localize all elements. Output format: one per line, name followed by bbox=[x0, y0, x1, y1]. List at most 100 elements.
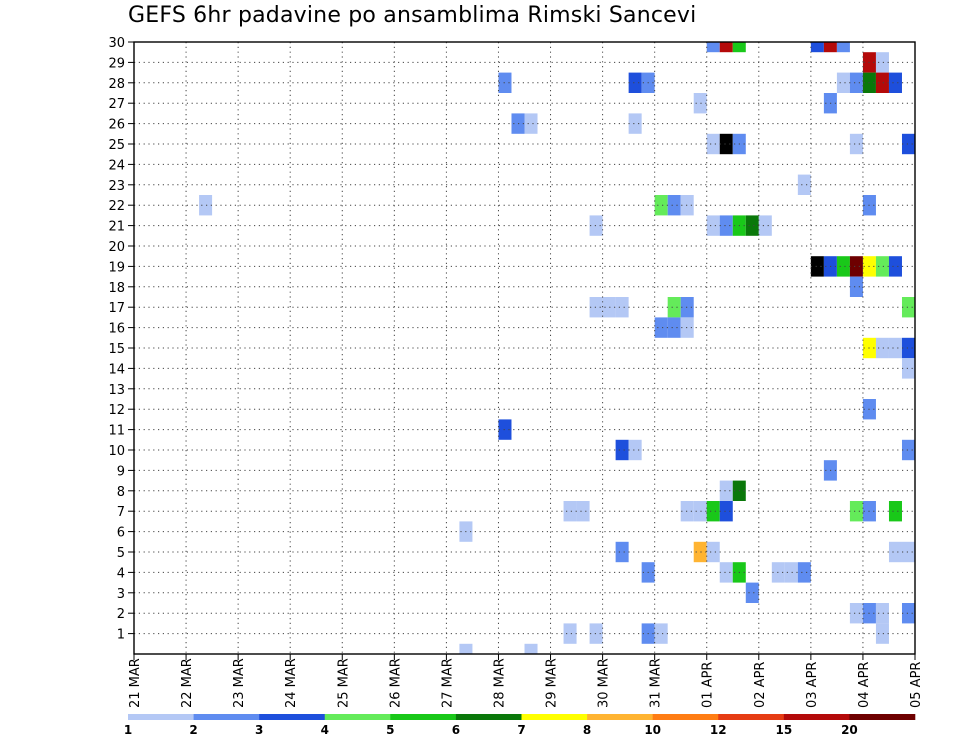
heatmap-cell bbox=[745, 582, 759, 603]
heatmap-cell bbox=[784, 562, 798, 583]
heatmap-cell bbox=[706, 541, 720, 563]
heatmap-cell bbox=[849, 276, 863, 297]
heatmap-cell bbox=[823, 42, 837, 53]
colorbar-label: 10 bbox=[644, 723, 661, 737]
y-tick-label: 14 bbox=[108, 362, 125, 377]
colorbar-segment bbox=[783, 714, 850, 720]
heatmap-cell bbox=[498, 419, 512, 440]
heatmap-cell bbox=[888, 501, 902, 522]
heatmap-cell bbox=[810, 256, 824, 277]
y-tick-label: 7 bbox=[117, 505, 125, 520]
heatmap-cell bbox=[875, 337, 889, 359]
colorbar-label: 20 bbox=[841, 723, 858, 737]
colorbar-segment bbox=[193, 714, 260, 720]
heatmap-cell bbox=[745, 215, 759, 236]
x-tick-label: 21 MAR bbox=[128, 658, 143, 708]
y-tick-label: 23 bbox=[108, 179, 125, 194]
color-legend: 1 2 3 4 5 6 7 8 10 12 15 20 bbox=[124, 714, 916, 737]
colorbar-segment bbox=[587, 714, 653, 720]
heatmap-cell bbox=[875, 52, 889, 73]
heatmap-cell bbox=[199, 195, 213, 216]
x-tick-label: 03 APR bbox=[805, 662, 820, 708]
heatmap-cell bbox=[888, 256, 902, 277]
heatmap-cell bbox=[719, 215, 733, 236]
heatmap-cell bbox=[901, 439, 915, 461]
colorbar-segment bbox=[390, 714, 457, 720]
heatmap-cell bbox=[719, 480, 733, 501]
colorbar-segment bbox=[128, 714, 194, 720]
heatmap-cell bbox=[901, 337, 915, 359]
x-tick-label: 04 APR bbox=[857, 662, 872, 708]
heatmap-cell bbox=[849, 133, 863, 155]
heatmap-cell bbox=[628, 72, 642, 93]
y-tick-label: 22 bbox=[108, 199, 125, 214]
heatmap-cell bbox=[654, 623, 668, 644]
heatmap-cell bbox=[589, 215, 603, 236]
heatmap-cell bbox=[706, 133, 720, 155]
heatmap-cell bbox=[875, 603, 889, 624]
data-cells bbox=[199, 42, 915, 654]
y-tick-label: 28 bbox=[108, 77, 125, 92]
y-tick-label: 20 bbox=[108, 240, 125, 255]
x-tick-label: 02 APR bbox=[753, 662, 768, 708]
heatmap-cell bbox=[680, 317, 694, 338]
heatmap-cell bbox=[667, 297, 681, 318]
y-tick-label: 17 bbox=[108, 301, 125, 316]
colorbar-label: 7 bbox=[517, 723, 525, 737]
heatmap-cell bbox=[797, 562, 811, 583]
colorbar-segment bbox=[521, 714, 588, 720]
heatmap-cell bbox=[615, 297, 629, 318]
x-tick-label: 23 MAR bbox=[232, 658, 247, 708]
colorbar-label: 3 bbox=[255, 723, 263, 737]
y-tick-label: 10 bbox=[108, 444, 125, 459]
y-tick-label: 1 bbox=[117, 628, 125, 643]
heatmap-cell bbox=[888, 541, 902, 563]
x-tick-label: 22 MAR bbox=[180, 658, 195, 708]
colorbar-segment bbox=[718, 714, 785, 720]
colorbar-label: 12 bbox=[710, 723, 727, 737]
colorbar-label: 1 bbox=[124, 723, 132, 737]
heatmap-cell bbox=[849, 603, 863, 624]
heatmap-cell bbox=[758, 215, 772, 236]
y-tick-label: 9 bbox=[117, 464, 125, 479]
heatmap-cell bbox=[901, 358, 915, 379]
heatmap-cell bbox=[901, 541, 915, 563]
heatmap-cell bbox=[680, 297, 694, 318]
heatmap-cell bbox=[875, 256, 889, 277]
heatmap-cell bbox=[719, 133, 733, 155]
x-tick-label: 24 MAR bbox=[284, 658, 299, 708]
x-tick-label: 26 MAR bbox=[388, 658, 403, 708]
colorbar-label: 2 bbox=[189, 723, 197, 737]
heatmap-cell bbox=[524, 643, 538, 654]
y-tick-label: 21 bbox=[108, 220, 125, 235]
heatmap-cell bbox=[849, 256, 863, 277]
heatmap-cell bbox=[719, 562, 733, 583]
heatmap-cell bbox=[654, 195, 668, 216]
y-tick-label: 26 bbox=[108, 118, 125, 133]
y-tick-label: 18 bbox=[108, 281, 125, 296]
y-tick-label: 5 bbox=[117, 546, 125, 561]
heatmap-cell bbox=[849, 72, 863, 93]
heatmap-cell bbox=[888, 72, 902, 93]
heatmap-cell bbox=[901, 603, 915, 624]
y-tick-label: 29 bbox=[108, 56, 125, 71]
y-axis: 1234567891011121314151617181920212223242… bbox=[108, 36, 134, 643]
colorbar-label: 15 bbox=[775, 723, 792, 737]
heatmap-cell bbox=[680, 195, 694, 216]
x-tick-label: 05 APR bbox=[909, 662, 924, 708]
y-tick-label: 2 bbox=[117, 607, 125, 622]
y-tick-label: 30 bbox=[108, 36, 125, 51]
heatmap-cell bbox=[901, 133, 915, 155]
y-tick-label: 8 bbox=[117, 485, 125, 500]
colorbar-label: 8 bbox=[583, 723, 591, 737]
x-tick-label: 30 MAR bbox=[597, 658, 612, 708]
heatmap-cell bbox=[628, 439, 642, 461]
y-tick-label: 15 bbox=[108, 342, 125, 357]
heatmap-cell bbox=[563, 501, 577, 522]
x-tick-label: 25 MAR bbox=[336, 658, 351, 708]
heatmap-cell bbox=[706, 501, 720, 522]
heatmap-cell bbox=[654, 317, 668, 338]
heatmap-cell bbox=[888, 337, 902, 359]
